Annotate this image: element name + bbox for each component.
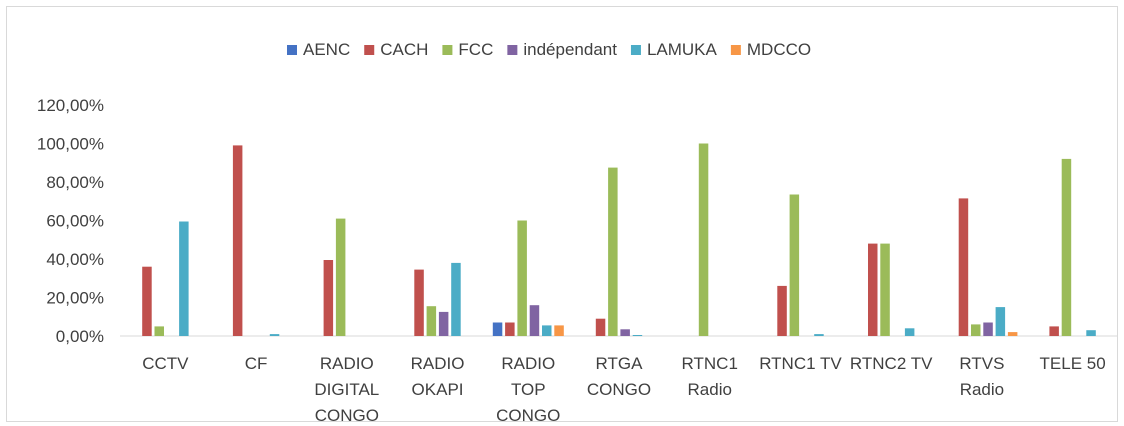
- x-tick-label: RADIO TOP CONGO: [496, 354, 560, 425]
- bar: [777, 285, 787, 336]
- bar: [814, 334, 824, 336]
- bar: [451, 262, 461, 336]
- x-tick-label: RADIO DIGITAL CONGO: [314, 354, 379, 425]
- x-tick-label: RADIO OKAPI: [411, 354, 465, 399]
- bar: [142, 266, 152, 336]
- bar: [1086, 330, 1096, 336]
- bar: [335, 218, 346, 336]
- x-tick-label: RTNC1 TV: [759, 354, 842, 373]
- legend-swatch: [442, 45, 453, 55]
- x-tick-label: RTGA CONGO: [587, 354, 651, 399]
- y-tick-label: 80,00%: [46, 173, 104, 192]
- bar: [492, 322, 503, 336]
- x-tick-label: RTNC2 TV: [850, 354, 933, 373]
- y-tick-label: 120,00%: [37, 96, 104, 115]
- x-tick-label: CCTV: [142, 354, 189, 373]
- bar: [232, 145, 243, 336]
- bar: [438, 311, 449, 336]
- legend: AENC CACH FCC indépendant LAMUKA MDCCO: [287, 40, 811, 59]
- bar: [995, 307, 1006, 336]
- y-tick-label: 0,00%: [56, 327, 104, 346]
- bar: [1007, 332, 1018, 336]
- y-tick-label: 40,00%: [46, 250, 104, 269]
- legend-label: FCC: [458, 40, 493, 59]
- bar: [426, 306, 437, 336]
- bar: [958, 198, 969, 336]
- bar: [608, 167, 618, 336]
- bar: [904, 328, 915, 336]
- bar: [698, 143, 709, 336]
- y-tick-label: 20,00%: [46, 289, 104, 308]
- bar: [789, 194, 800, 336]
- bar: [529, 305, 540, 336]
- legend-label: indépendant: [523, 40, 617, 59]
- bar: [971, 324, 981, 336]
- legend-swatch: [630, 45, 641, 55]
- bar: [323, 260, 334, 336]
- bar: [505, 322, 515, 336]
- bar: [1061, 158, 1072, 336]
- bar: [880, 243, 890, 336]
- legend-swatch: [287, 45, 297, 55]
- bar: [632, 335, 643, 336]
- x-tick-label: RTNC1 Radio: [682, 354, 738, 399]
- bar: [868, 243, 878, 336]
- x-tick-label: CF: [245, 354, 268, 373]
- bar: [542, 325, 552, 336]
- bar: [517, 220, 527, 336]
- bar: [595, 318, 606, 336]
- legend-label: AENC: [303, 40, 350, 59]
- y-tick-label: 60,00%: [46, 212, 104, 231]
- legend-swatch: [364, 45, 375, 55]
- legend-swatch: [507, 45, 518, 55]
- bar: [983, 322, 993, 336]
- chart-frame: [6, 6, 1118, 422]
- bar: [1049, 326, 1059, 336]
- bar: [154, 326, 164, 336]
- legend-label: CACH: [380, 40, 428, 59]
- legend-label: LAMUKA: [647, 40, 718, 59]
- y-tick-label: 100,00%: [37, 135, 104, 154]
- bar: [414, 269, 424, 336]
- x-tick-label: RTVS Radio: [959, 354, 1004, 399]
- legend-label: MDCCO: [747, 40, 811, 59]
- x-tick-label: TELE 50: [1040, 354, 1106, 373]
- bar: [269, 334, 280, 336]
- legend-swatch: [730, 45, 741, 55]
- bar: [179, 221, 189, 336]
- bar: [554, 325, 564, 336]
- bar: [620, 329, 630, 336]
